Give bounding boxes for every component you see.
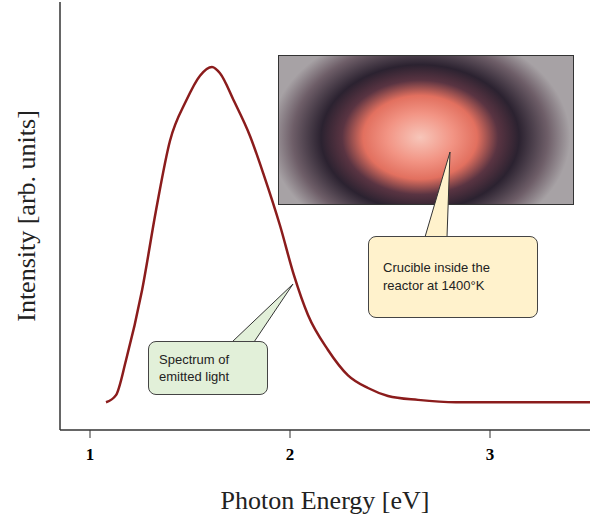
svg-text:1: 1 [86, 445, 95, 464]
svg-text:Intensity [arb. units]: Intensity [arb. units] [12, 110, 41, 322]
svg-text:3: 3 [486, 445, 495, 464]
html-text:Spectrum of emitted light: Spectrum of emitted light [159, 352, 230, 384]
svg-text:Photon Energy [eV]: Photon Energy [eV] [221, 486, 430, 515]
html-text:Crucible inside the reactor at: Crucible inside the reactor at 1400°K [383, 260, 490, 293]
svg-text:2: 2 [286, 445, 295, 464]
